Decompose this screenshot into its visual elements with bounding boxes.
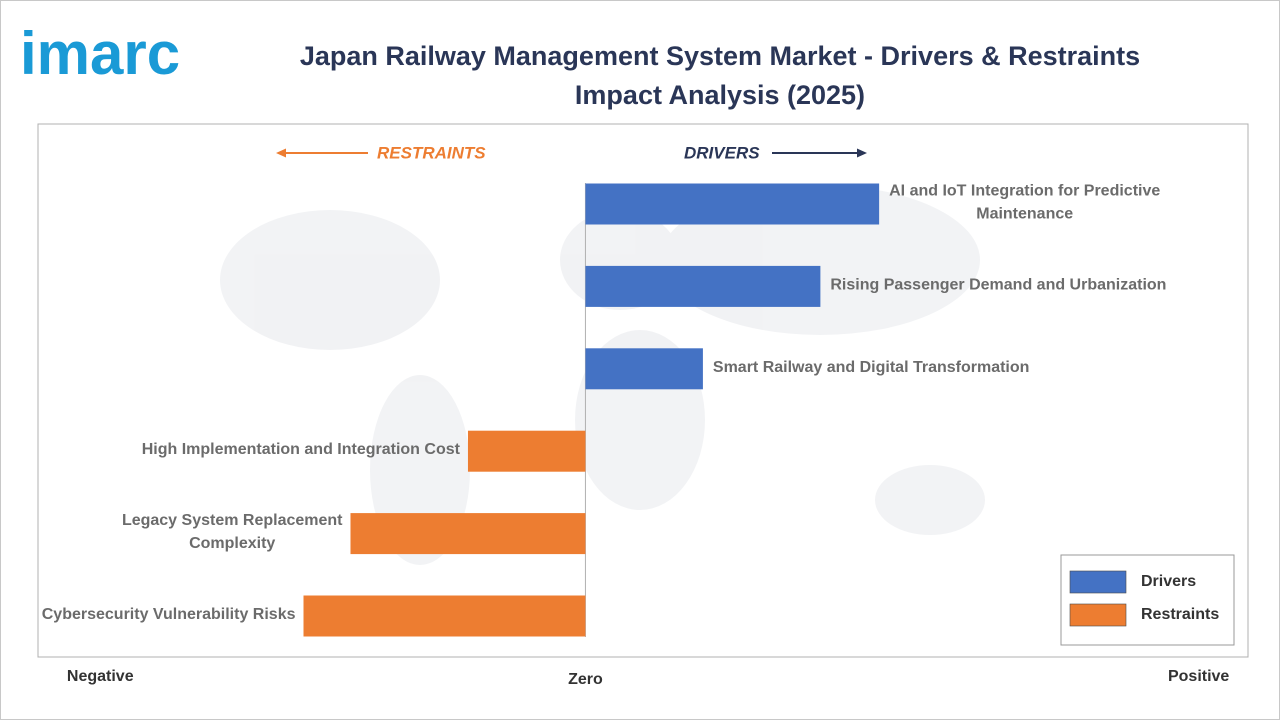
x-tick-label: Positive [1168, 668, 1229, 685]
restraints-annotation: RESTRAINTS [377, 143, 486, 162]
bar [585, 348, 703, 390]
chart-subtitle: Impact Analysis (2025) [575, 80, 865, 110]
legend-swatch [1069, 570, 1127, 594]
category-label: Smart Railway and Digital Transformation [713, 359, 1030, 376]
category-label: Rising Passenger Demand and Urbanization [830, 277, 1166, 294]
legend-box [1060, 554, 1235, 646]
x-tick-label: Zero [568, 671, 603, 688]
category-label: High Implementation and Integration Cost [142, 441, 461, 458]
bar [585, 265, 821, 307]
bar [350, 513, 586, 555]
legend-label: Drivers [1141, 573, 1196, 590]
x-tick-label: Negative [67, 668, 134, 685]
category-label: Legacy System Replacement Complexity [122, 512, 343, 552]
logo: imarc [20, 20, 180, 87]
chart-title: Japan Railway Management System Market -… [300, 41, 1140, 71]
bar [585, 183, 880, 225]
category-label: Cybersecurity Vulnerability Risks [42, 606, 296, 623]
drivers-annotation: DRIVERS [684, 143, 760, 162]
category-label: AI and IoT Integration for Predictive Mai… [889, 183, 1160, 223]
bar [467, 430, 586, 472]
legend-label: Restraints [1141, 606, 1219, 623]
drivers-arrowhead [857, 148, 867, 158]
legend-swatch [1069, 603, 1127, 627]
bar [303, 595, 586, 637]
restraints-arrowhead [276, 148, 286, 158]
